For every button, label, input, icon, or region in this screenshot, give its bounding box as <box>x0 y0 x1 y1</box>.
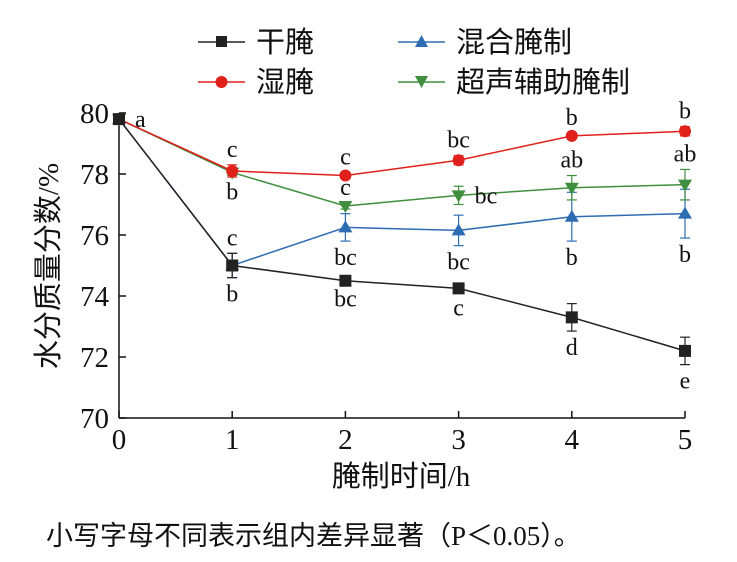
series-0: b bc cde <box>113 113 691 395</box>
data-point-3-3 <box>451 190 466 203</box>
series-2: cbc bc b b <box>112 112 692 279</box>
x-tick-label-4: 4 <box>565 424 580 456</box>
data-label-3-5: ab <box>674 141 697 167</box>
y-axis-label: 水分质量分数/% <box>32 163 65 369</box>
y-tick-label-2: 74 <box>80 281 110 313</box>
data-label-3-0: a <box>135 107 146 133</box>
legend-label-0: 干腌 <box>256 26 314 59</box>
data-point-1-2 <box>339 169 352 182</box>
data-label-1-4: b <box>566 105 578 131</box>
legend-item-0: 干腌 <box>198 26 314 59</box>
data-point-0-4 <box>565 311 578 324</box>
data-point-1-1 <box>226 164 239 177</box>
legend-item-1: 湿腌 <box>198 66 314 99</box>
data-point-2-3 <box>451 223 466 236</box>
data-point-3-2 <box>338 201 353 214</box>
legend: 干腌 湿腌 混合腌制 超声辅助腌制 <box>198 26 630 99</box>
data-label-3-2: c <box>340 175 351 201</box>
data-point-0-0 <box>113 113 125 126</box>
data-point-2-2 <box>338 220 353 233</box>
x-tick-label-5: 5 <box>678 424 693 456</box>
series-1: c c bc b b <box>113 99 691 182</box>
legend-marker-3 <box>415 76 428 88</box>
data-label-2-1: c <box>227 225 238 251</box>
data-label-0-5: e <box>680 369 691 395</box>
data-label-2-3: bc <box>447 250 470 276</box>
x-tick-label-0: 0 <box>112 424 127 456</box>
data-label-0-1: b <box>226 282 238 308</box>
series-line-3 <box>118 118 686 207</box>
data-point-3-4 <box>564 182 579 195</box>
data-point-1-4 <box>565 129 578 142</box>
y-tick-label-4: 78 <box>80 159 109 191</box>
data-label-0-4: d <box>566 335 578 361</box>
x-tick-label-3: 3 <box>451 424 466 456</box>
series-line-1 <box>118 118 686 177</box>
data-point-1-5 <box>679 125 691 138</box>
y-tick-label-3: 76 <box>80 220 109 252</box>
legend-label-3: 超声辅助腌制 <box>456 66 630 99</box>
legend-item-3: 超声辅助腌制 <box>398 66 630 99</box>
data-label-2-5: b <box>679 242 691 268</box>
data-point-0-3 <box>452 282 465 295</box>
data-point-2-5 <box>678 206 692 219</box>
series-line-0 <box>118 118 686 352</box>
series-line-2 <box>118 118 686 267</box>
legend-label-2: 混合腌制 <box>456 26 572 59</box>
x-tick-label-2: 2 <box>338 424 353 456</box>
y-tick-label-1: 72 <box>80 342 109 374</box>
data-label-2-4: b <box>566 245 578 271</box>
y-tick-label-5: 80 <box>80 98 109 130</box>
axes: 70 72 74 76 78 80 0 1 2 3 4 5 腌制时间/h 水分质量分数/% <box>32 98 692 493</box>
data-label-0-3: c <box>453 295 464 321</box>
data-label-1-2: c <box>340 144 351 170</box>
legend-marker-1 <box>215 76 228 88</box>
y-ticks: 70 72 74 76 78 80 <box>80 98 126 435</box>
legend-marker-2 <box>415 35 428 47</box>
data-label-1-1: c <box>227 137 238 163</box>
legend-marker-0 <box>216 36 227 47</box>
footnote: 小写字母不同表示组内差异显著（P＜0.05）。 <box>46 521 581 551</box>
data-point-0-2 <box>339 274 352 287</box>
data-point-1-3 <box>452 154 465 167</box>
y-tick-label-0: 70 <box>80 403 109 435</box>
data-point-2-4 <box>564 209 579 222</box>
legend-label-1: 湿腌 <box>256 66 314 99</box>
x-axis-label: 腌制时间/h <box>332 460 471 493</box>
data-label-3-4: ab <box>560 148 583 174</box>
legend-item-2: 混合腌制 <box>398 26 572 59</box>
line-chart: 干腌 湿腌 混合腌制 超声辅助腌制 70 72 74 76 78 80 0 1 2 3 4 5 腌制… <box>32 26 696 493</box>
data-label-2-2: bc <box>334 245 357 271</box>
x-ticks: 0 1 2 3 4 5 <box>112 411 693 456</box>
data-point-0-5 <box>679 344 691 357</box>
data-label-3-1: b <box>226 180 238 206</box>
data-point-0-1 <box>226 259 239 272</box>
x-tick-label-1: 1 <box>225 424 240 456</box>
data-point-3-5 <box>678 179 692 192</box>
data-label-3-3: bc <box>475 183 498 209</box>
data-label-1-5: b <box>679 99 691 125</box>
data-label-0-2: bc <box>334 286 357 312</box>
data-label-1-3: bc <box>447 128 470 154</box>
